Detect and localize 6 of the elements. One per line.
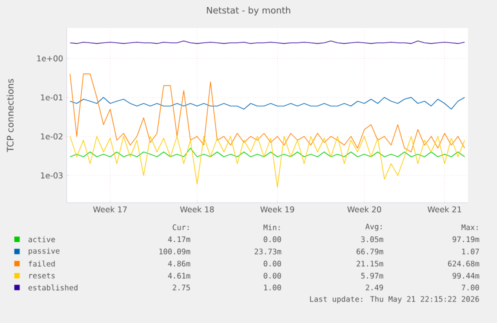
y-axis-title: TCP connections xyxy=(6,79,14,152)
line-series xyxy=(70,148,466,158)
line-series xyxy=(70,136,466,188)
line-series xyxy=(70,97,466,110)
line-series xyxy=(70,74,466,152)
chart-title: Netstat - by month xyxy=(206,6,290,16)
